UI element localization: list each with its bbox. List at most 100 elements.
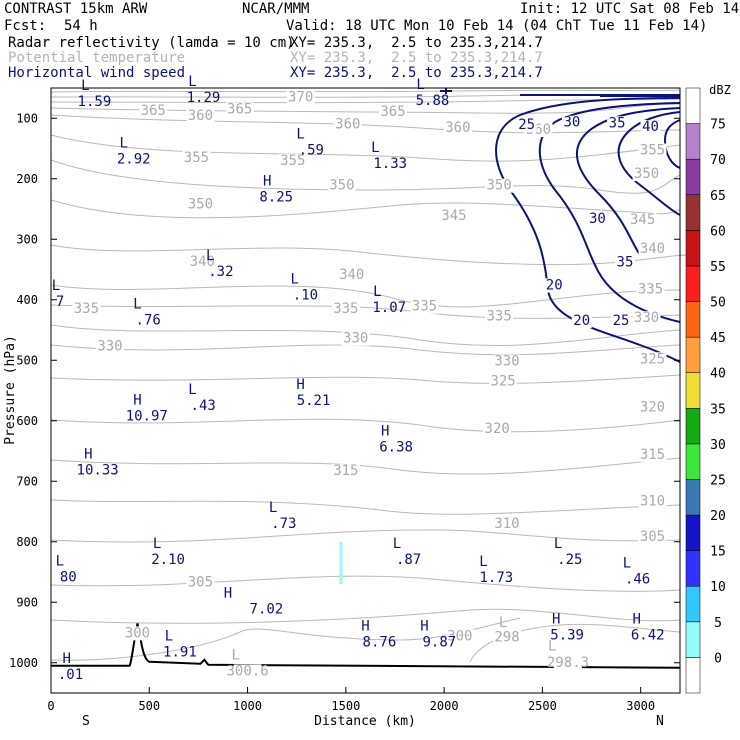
theta-label-bg: [327, 178, 356, 193]
wind-extremum-marker: L: [479, 554, 487, 570]
theta-label: 355: [280, 153, 305, 169]
theta-label: 355: [640, 143, 665, 159]
wind-label-bg: [607, 116, 628, 131]
wind-extremum-marker: H: [263, 174, 271, 190]
wind-extremum-marker: L: [153, 536, 161, 552]
wind-label: 35: [617, 254, 634, 270]
theta-label: 350: [188, 196, 213, 212]
theta-label-bg: [337, 268, 366, 283]
field-theta-name: Potential temperature: [8, 50, 186, 66]
wind-contour-line: [617, 111, 681, 216]
wind-extremum-value: 1.33: [373, 156, 407, 172]
wind-contour-line: [538, 102, 681, 323]
theta-label-bg: [182, 150, 211, 165]
theta-low-marker: L: [548, 639, 556, 655]
wind-extremum-value: .25: [557, 552, 582, 568]
wind-label-bg: [561, 115, 582, 130]
wind-extremum-marker: L: [120, 136, 128, 152]
theta-label-bg: [95, 339, 124, 354]
wind-extremum-marker: L: [165, 629, 173, 645]
colorbar-level-label: 75: [710, 118, 726, 133]
colorbar-level-label: 40: [710, 367, 726, 382]
theta-label-bg: [638, 400, 667, 415]
wind-extremum-value: 9.87: [423, 634, 457, 650]
theta-label-bg: [445, 629, 474, 644]
theta-label: 325: [640, 351, 665, 367]
theta-label: 330: [97, 339, 122, 355]
fcst-label: Fcst:: [4, 18, 47, 34]
theta-label-bg: [225, 102, 254, 117]
wind-extremum-value: .76: [136, 313, 161, 329]
y-tick-label: 600: [16, 414, 38, 428]
wind-extremum-marker: L: [269, 500, 277, 516]
theta-label: 335: [74, 301, 99, 317]
y-tick-label: 300: [16, 232, 38, 246]
wind-contour-line: [495, 97, 681, 363]
theta-label: 330: [494, 354, 519, 370]
wind-extremum-marker: L: [291, 272, 299, 288]
theta-label: 300: [125, 625, 150, 641]
wind-extremum-marker: H: [84, 447, 92, 463]
wind-extremum-value: 10.33: [77, 463, 119, 479]
theta-low-marker: L: [499, 615, 507, 631]
theta-label-bg: [186, 575, 215, 590]
wind-extremum-value: 1.91: [163, 645, 197, 661]
theta-label-bg: [443, 121, 472, 136]
theta-label-bg: [410, 299, 439, 314]
wind-extremum-marker: L: [554, 536, 562, 552]
wind-extremum-marker: L: [371, 140, 379, 156]
theta-low-marker: L: [232, 648, 240, 664]
theta-label-bg: [638, 242, 667, 257]
theta-label-bg: [628, 213, 657, 228]
wind-label: 20: [573, 313, 590, 329]
wind-extremum-value: 5.39: [550, 628, 584, 644]
wind-label-bg: [587, 211, 608, 226]
axes: 100 200 300 400 500 600 700 800 900 1000 0 500 1000 1…: [9, 111, 680, 713]
theta-label: 320: [640, 400, 665, 416]
wind-extremum-marker: L: [56, 554, 64, 570]
wind-extremum-value: 2.10: [151, 552, 185, 568]
x-axis-title: Distance (km): [314, 714, 416, 729]
theta-contour-line: [50, 374, 681, 384]
wind-label-bg: [640, 119, 661, 134]
theta-label-bg: [139, 104, 168, 119]
theta-label-bg: [341, 331, 370, 346]
theta-contour-line: [50, 418, 681, 433]
north-label: N: [656, 714, 664, 729]
wind-extremum-value: 10.97: [126, 409, 168, 425]
theta-label-bg: [638, 494, 667, 509]
wind-extremum-marker: L: [81, 78, 89, 94]
theta-label: 345: [630, 212, 655, 228]
wind-contour-line: [663, 119, 681, 169]
theta-label-bg: [186, 197, 215, 212]
colorbar-level-label: 10: [710, 580, 726, 595]
theta-contour-line: [50, 284, 681, 308]
theta-contour-line: [50, 114, 681, 134]
y-tick-label: 700: [16, 474, 38, 488]
wind-extremum-marker: L: [52, 278, 60, 294]
theta-contour-line: [50, 103, 681, 114]
colorbar-swatch: [685, 372, 701, 409]
theta-label-bg: [186, 109, 215, 124]
theta-contour-line: [50, 89, 681, 93]
theta-label: 365: [141, 103, 166, 119]
wind-contour-line: [575, 107, 681, 256]
theta-label: 330: [343, 331, 368, 347]
model-title: CONTRAST 15km ARW: [4, 1, 148, 17]
wind-extremum-value: .59: [299, 143, 324, 159]
colorbar-unit: dBZ: [709, 83, 731, 97]
theta-contour-line: [50, 324, 681, 346]
colorbar-level-label: 25: [710, 473, 726, 488]
theta-label-bg: [638, 530, 667, 545]
reflectivity-echo: [339, 541, 343, 585]
colorbar-level-label: 35: [710, 402, 726, 417]
wind-label-bg: [614, 255, 635, 270]
colorbar-level-label: 55: [710, 260, 726, 275]
wind-extremum-marker: H: [381, 424, 389, 440]
colorbar-level-label: 50: [710, 296, 726, 311]
theta-label: 355: [184, 150, 209, 166]
wind-extremum-marker: L: [393, 536, 401, 552]
theta-label: 340: [190, 254, 215, 270]
colorbar-level-label: 45: [710, 331, 726, 346]
